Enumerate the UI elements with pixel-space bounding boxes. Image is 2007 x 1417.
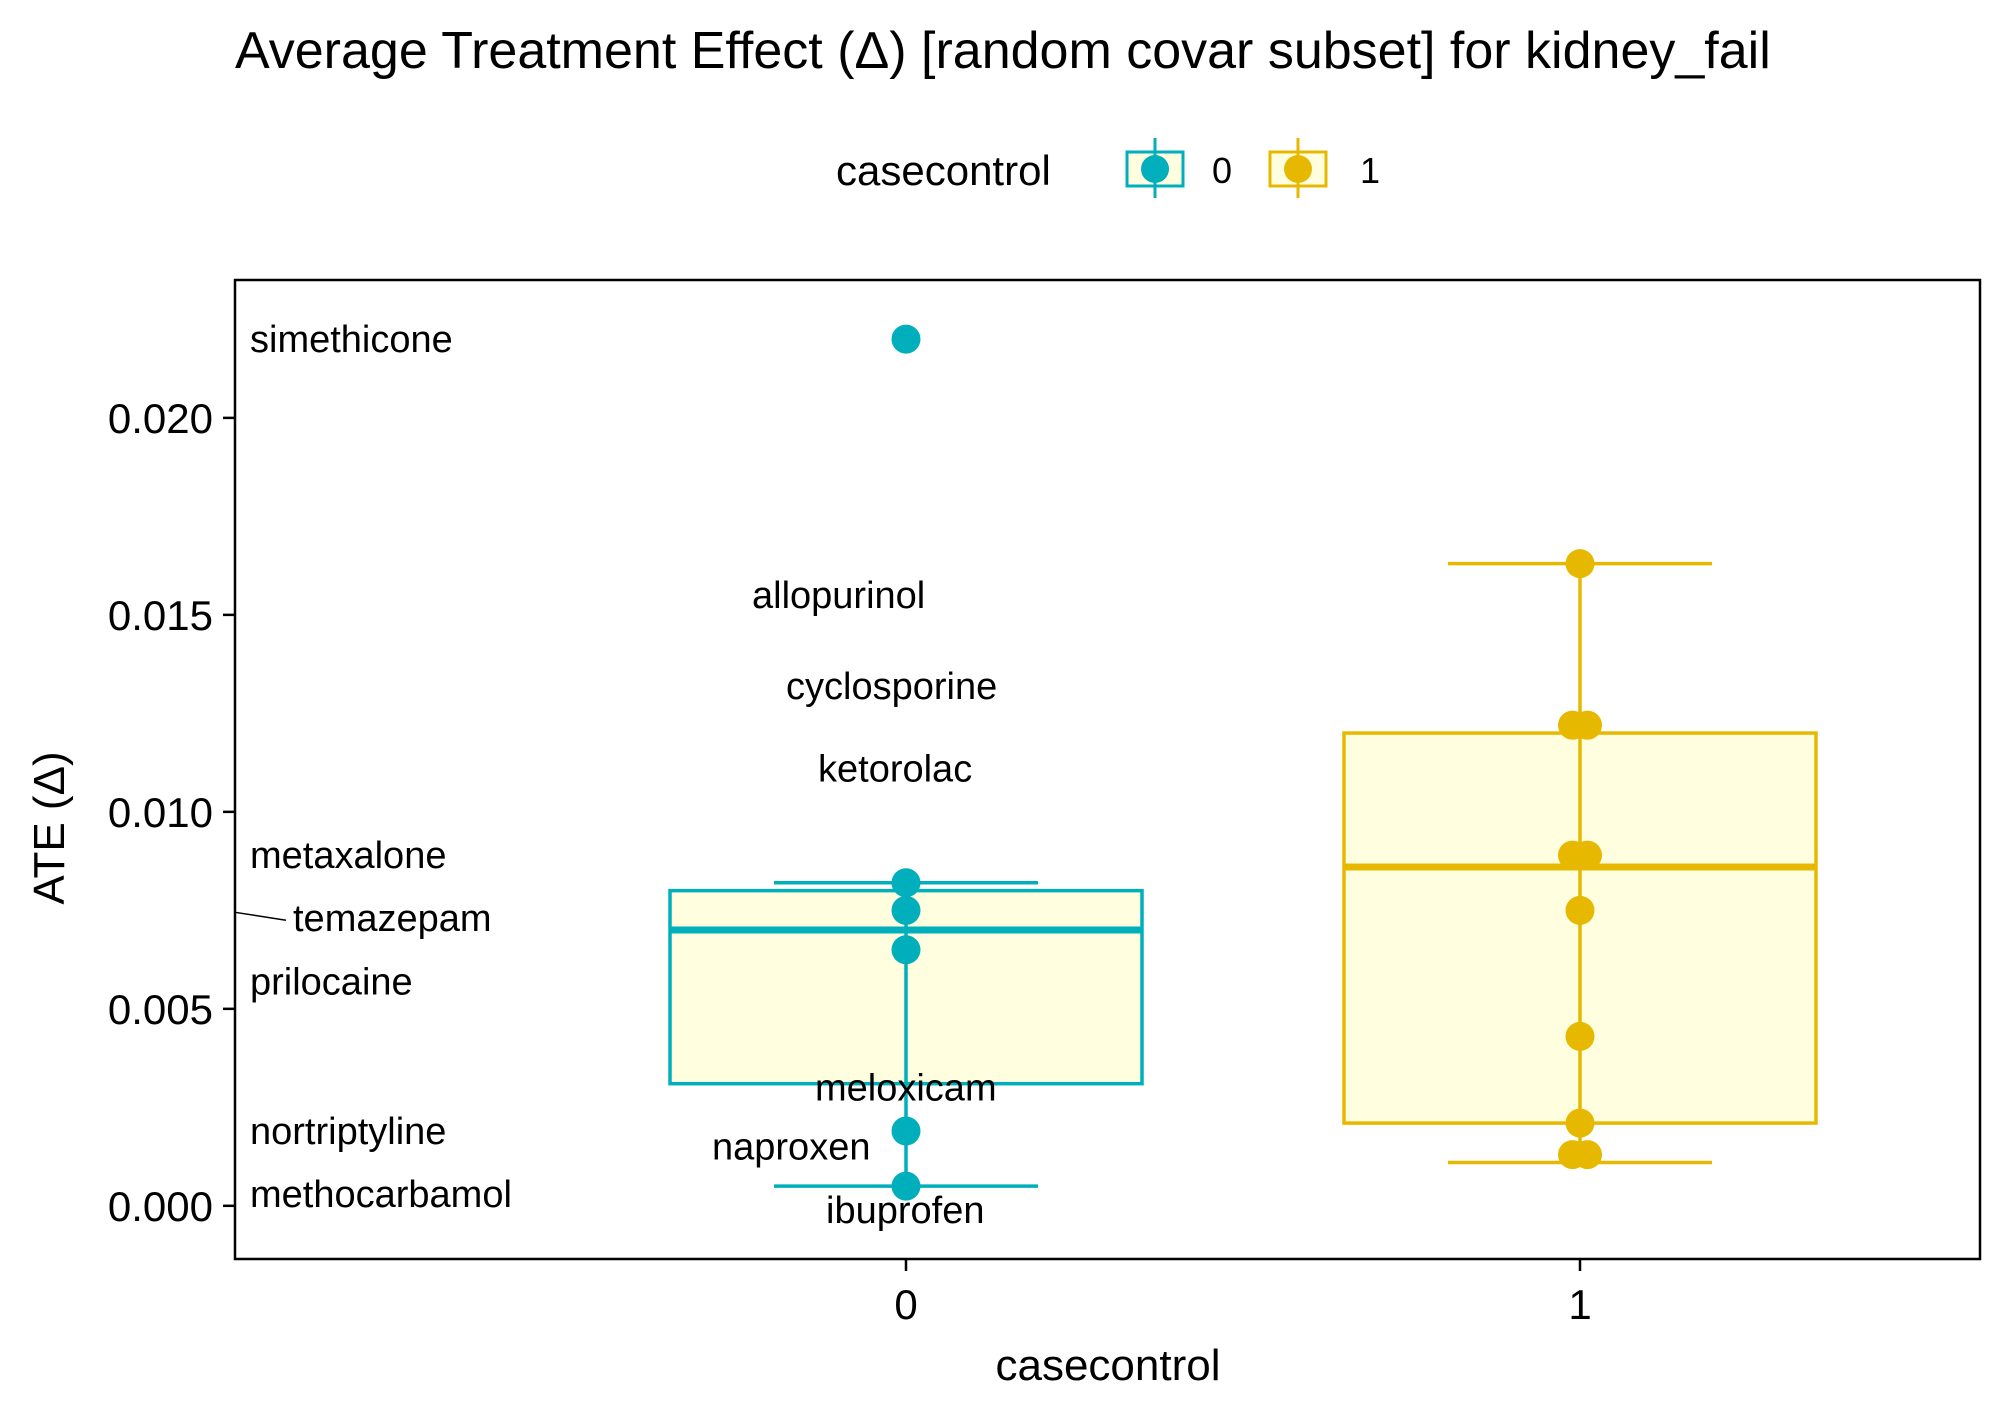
plot-panel-border [233,278,1982,1261]
y-axis-title: ATE (Δ) [25,751,74,904]
legend: casecontrol 0 1 [836,138,1380,198]
point-label: temazepam [293,898,492,940]
point-label: ibuprofen [826,1190,984,1232]
legend-label-0: 0 [1212,150,1232,191]
data-point [1565,549,1595,579]
data-point [1573,1140,1602,1170]
point-label: metaxalone [250,835,446,877]
point-label: cyclosporine [786,666,997,708]
data-point [1573,840,1602,870]
chart-title: Average Treatment Effect (Δ) [random cov… [235,22,1771,80]
y-tick-label: 0.020 [108,395,213,442]
data-point [891,1116,921,1146]
data-point [891,895,921,925]
point-label: allopurinol [752,575,925,617]
legend-key-0-dot [1141,155,1169,183]
data-point [891,324,921,354]
data-point [1565,895,1595,925]
data-point [1565,1021,1595,1051]
plot-area: 0.000 0.005 0.010 0.015 0.020 0 1 simethicone al… [108,278,1982,1328]
point-label: simethicone [250,319,453,361]
point-label: nortriptyline [250,1111,446,1153]
point-label: meloxicam [815,1068,997,1110]
x-tick-label: 1 [1568,1281,1591,1328]
legend-title: casecontrol [836,147,1051,194]
legend-key-1 [1268,138,1328,198]
data-point [891,1171,921,1201]
y-tick-label: 0.005 [108,986,213,1033]
point-label: ketorolac [818,749,972,791]
point-label: methocarbamol [250,1174,512,1216]
x-axis-title: casecontrol [995,1341,1220,1390]
legend-key-1-dot [1284,155,1312,183]
y-tick-label: 0.010 [108,789,213,836]
point-label: prilocaine [250,961,413,1003]
y-tick-label: 0.015 [108,592,213,639]
legend-key-0 [1125,138,1185,198]
data-point [891,935,921,965]
data-point [891,868,921,898]
point-label: naproxen [712,1127,870,1169]
data-point [1573,710,1602,740]
data-point [1565,1108,1595,1138]
x-tick-label: 0 [894,1281,917,1328]
y-tick-label: 0.000 [108,1183,213,1230]
label-leader-line [234,911,287,921]
legend-label-1: 1 [1360,150,1380,191]
